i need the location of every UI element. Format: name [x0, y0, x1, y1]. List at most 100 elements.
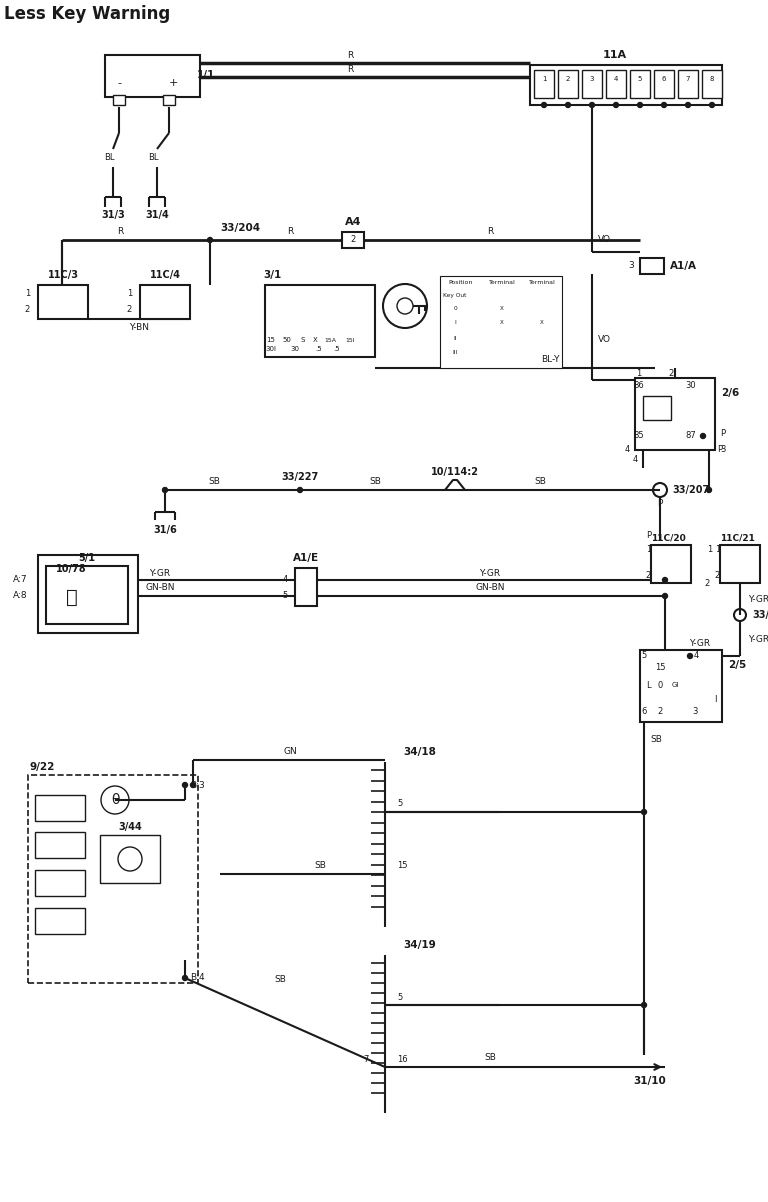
Circle shape	[541, 102, 547, 107]
Bar	[46, 566, 128, 624]
Circle shape	[297, 488, 303, 493]
Text: 3: 3	[628, 262, 634, 270]
Circle shape	[183, 976, 187, 981]
Bar	[640, 650, 722, 722]
Text: 4: 4	[694, 651, 699, 661]
Text: 6: 6	[662, 76, 667, 82]
Circle shape	[641, 1002, 647, 1007]
Text: SB: SB	[208, 476, 220, 486]
Circle shape	[663, 594, 667, 599]
Circle shape	[710, 102, 714, 107]
Text: 11C/3: 11C/3	[48, 270, 78, 280]
Text: +: +	[168, 78, 177, 88]
Text: 5/1: 5/1	[78, 553, 95, 563]
Text: θ: θ	[111, 793, 119, 807]
Text: X: X	[313, 337, 317, 343]
Text: 31/3: 31/3	[101, 210, 125, 220]
Text: 15: 15	[266, 337, 276, 343]
Text: 11C/20: 11C/20	[651, 534, 686, 542]
Text: 87: 87	[686, 432, 697, 440]
Text: 30: 30	[290, 346, 300, 352]
Text: 2/6: 2/6	[721, 388, 740, 398]
Text: 10/114:2: 10/114:2	[431, 468, 479, 477]
Circle shape	[183, 783, 187, 787]
Circle shape	[637, 102, 643, 107]
Text: 50: 50	[283, 337, 291, 343]
Text: 15: 15	[397, 862, 408, 870]
Bar	[440, 276, 562, 368]
Circle shape	[163, 488, 167, 493]
Text: Y-GR: Y-GR	[479, 569, 501, 577]
Text: 3: 3	[692, 708, 697, 716]
Bar	[295, 569, 317, 606]
Bar	[606, 70, 626, 99]
Circle shape	[590, 102, 594, 107]
Text: L: L	[646, 680, 650, 690]
Text: 5: 5	[397, 799, 402, 809]
Text: A:7: A:7	[13, 576, 28, 584]
Text: B:3: B:3	[190, 780, 205, 790]
Text: P: P	[717, 446, 722, 454]
Text: 4: 4	[283, 576, 288, 584]
Text: 1: 1	[25, 288, 30, 298]
Circle shape	[614, 102, 618, 107]
Text: .5: .5	[316, 346, 323, 352]
Text: 33/217: 33/217	[752, 609, 768, 620]
Text: Y-GR: Y-GR	[748, 595, 768, 605]
Text: 2: 2	[646, 571, 651, 579]
Text: 6: 6	[641, 708, 647, 716]
Text: .5: .5	[333, 346, 340, 352]
Text: GN: GN	[283, 748, 297, 756]
Text: 2: 2	[127, 305, 132, 315]
Circle shape	[190, 783, 196, 787]
Bar	[630, 70, 650, 99]
Text: 15: 15	[655, 664, 665, 672]
Text: S: S	[301, 337, 305, 343]
Circle shape	[207, 238, 213, 243]
Text: 11A: 11A	[603, 50, 627, 60]
Bar	[530, 65, 722, 105]
Text: R: R	[347, 65, 353, 75]
Text: 34/18: 34/18	[403, 746, 436, 757]
Text: R: R	[117, 226, 123, 236]
Text: P: P	[657, 500, 663, 508]
Text: 2: 2	[705, 578, 710, 588]
Bar	[265, 285, 375, 357]
Text: 16: 16	[397, 1054, 408, 1064]
Text: 5: 5	[397, 993, 402, 1001]
Text: 1: 1	[127, 288, 132, 298]
Bar	[720, 545, 760, 583]
Bar	[105, 55, 200, 97]
Text: Less Key Warning: Less Key Warning	[4, 5, 170, 23]
Text: SB: SB	[650, 736, 662, 744]
Text: 10/78: 10/78	[56, 564, 87, 575]
Text: Y-GR: Y-GR	[748, 636, 768, 644]
Text: 33/227: 33/227	[281, 472, 319, 482]
Bar	[38, 285, 88, 319]
Text: 9/22: 9/22	[30, 762, 55, 772]
Circle shape	[663, 577, 667, 583]
Text: Y-GR: Y-GR	[150, 569, 170, 577]
Text: 30I: 30I	[266, 346, 276, 352]
Text: 5: 5	[283, 591, 288, 601]
Bar	[678, 70, 698, 99]
Text: X: X	[500, 307, 504, 311]
Text: 7: 7	[686, 76, 690, 82]
Text: 31/6: 31/6	[153, 525, 177, 535]
Circle shape	[686, 102, 690, 107]
Bar	[28, 775, 198, 983]
Text: ⛉: ⛉	[66, 588, 78, 607]
Text: A4: A4	[345, 218, 361, 227]
Text: X: X	[540, 321, 544, 326]
Text: SB: SB	[534, 476, 546, 486]
Bar	[100, 835, 160, 883]
Text: SB: SB	[314, 862, 326, 870]
Text: R: R	[487, 226, 493, 236]
Circle shape	[687, 654, 693, 659]
Bar	[35, 795, 85, 821]
Text: 85: 85	[634, 432, 644, 440]
Text: 2: 2	[350, 236, 356, 244]
Text: VO: VO	[598, 236, 611, 244]
Text: 2: 2	[25, 305, 30, 315]
Bar	[35, 832, 85, 858]
